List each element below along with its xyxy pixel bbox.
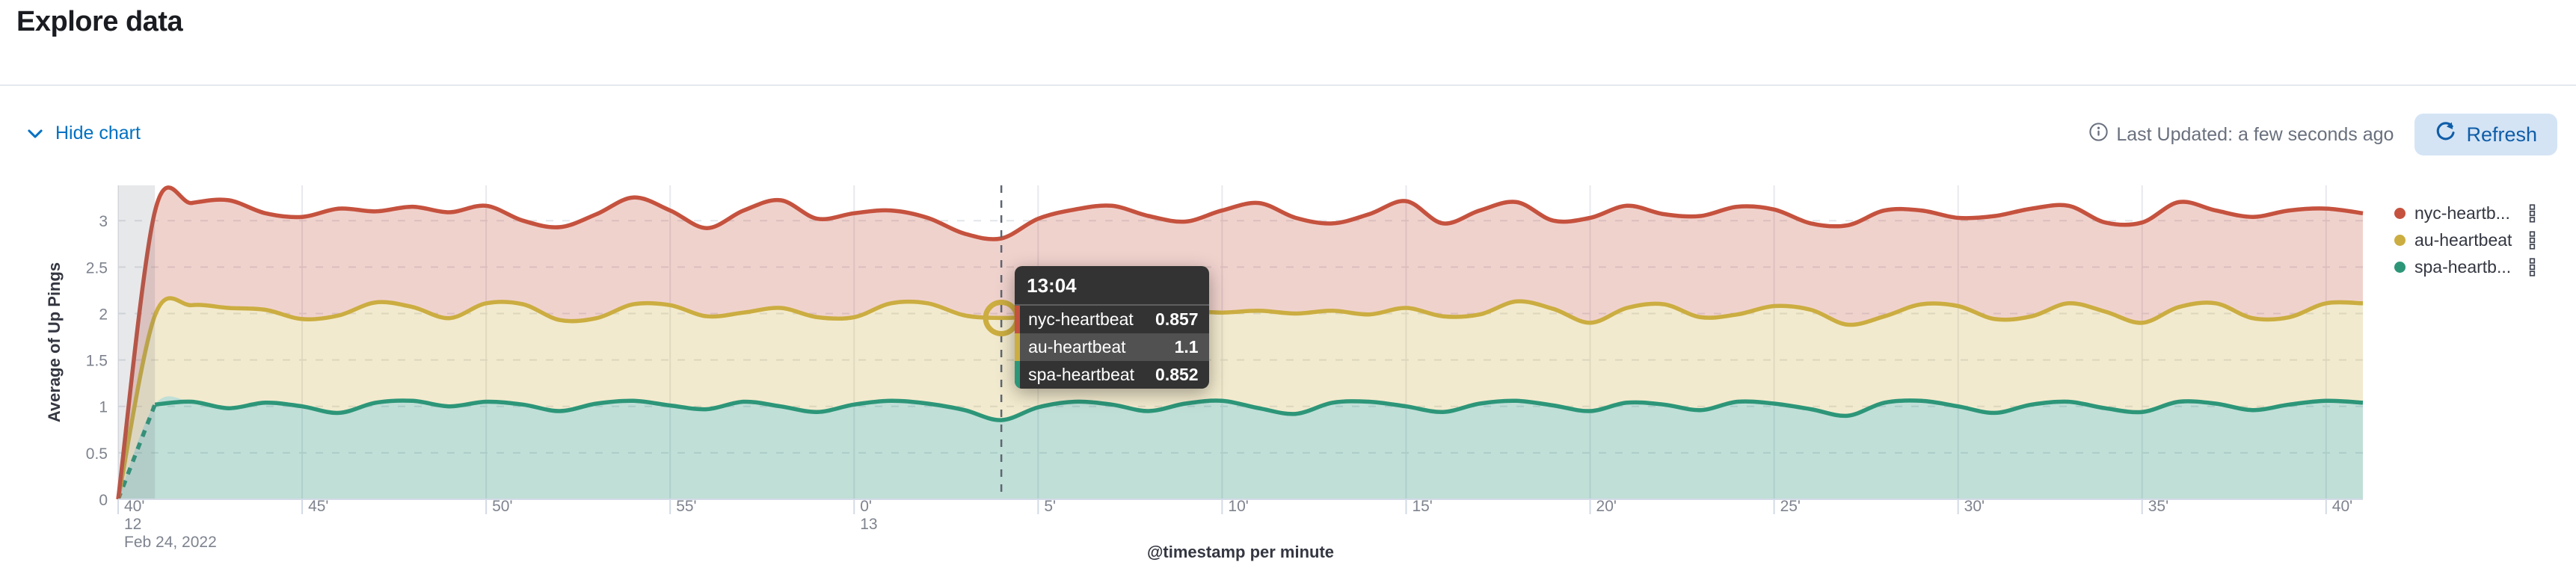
x-tick-label: 5' (1044, 498, 1056, 515)
legend-item-au-heartbeat[interactable]: au-heartbeat (2394, 230, 2538, 250)
refresh-button[interactable]: Refresh (2414, 114, 2557, 155)
line-au-heartbeat (116, 296, 2364, 500)
legend-item-spa-heartbeat[interactable]: spa-heartb... (2394, 257, 2538, 277)
last-updated-label: Last Updated: a few seconds ago (2116, 123, 2394, 145)
page-title: Explore data (16, 6, 183, 37)
x-tick-label: 55' (676, 498, 696, 515)
legend-actions-icon[interactable] (2527, 230, 2538, 250)
hide-chart-label: Hide chart (55, 123, 141, 144)
series-color-dot (2394, 262, 2406, 273)
line-nyc-heartbeat (116, 185, 2364, 500)
x-tick-sublabel: 13 (860, 516, 877, 533)
legend-label: au-heartbeat (2414, 230, 2512, 250)
x-tick-label: 30' (1964, 498, 1985, 515)
partial-bucket-band (118, 185, 156, 499)
y-tick-label: 2.5 (86, 259, 108, 277)
legend-item-nyc-heartbeat[interactable]: nyc-heartb... (2394, 203, 2538, 223)
series-color-dot (2394, 208, 2406, 219)
tooltip-row-spa-heartbeat: spa-heartbeat 0.852 (1015, 361, 1209, 389)
toolbar-right: Last Updated: a few seconds ago Refresh (2088, 114, 2557, 155)
y-tick-label: 1 (99, 399, 108, 416)
x-axis-title: @timestamp per minute (1147, 543, 1334, 561)
chevron-down-icon (25, 124, 45, 144)
chart-tooltip: 13:04 nyc-heartbeat 0.857 au-heartbeat 1… (1015, 266, 1209, 389)
x-tick-label: 45' (308, 498, 328, 515)
x-tick-label: 25' (1780, 498, 1801, 515)
refresh-icon (2435, 121, 2456, 148)
series-color-bar (1015, 333, 1021, 361)
legend-label: spa-heartb... (2414, 257, 2512, 277)
legend-actions-icon[interactable] (2527, 203, 2538, 223)
area-au-heartbeat (118, 297, 2363, 499)
line-spa-partial (116, 404, 157, 500)
tooltip-time: 13:04 (1015, 266, 1209, 306)
x-tick-label: 50' (492, 498, 512, 515)
y-tick-label: 0.5 (86, 445, 108, 463)
legend-actions-icon[interactable] (2527, 257, 2538, 277)
line-spa-heartbeat (154, 398, 2364, 422)
x-tick-label: 10' (1228, 498, 1248, 515)
y-tick-label: 1.5 (86, 353, 108, 370)
x-tick-label: 40' (124, 498, 144, 515)
y-tick-label: 0 (99, 492, 108, 509)
x-tick-sublabel: 12 (124, 516, 141, 533)
info-icon (2088, 122, 2109, 147)
x-tick-label: 20' (1596, 498, 1617, 515)
tooltip-row-au-heartbeat: au-heartbeat 1.1 (1015, 333, 1209, 361)
header-divider (0, 84, 2576, 86)
x-tick-label: 35' (2148, 498, 2168, 515)
x-tick-label: 15' (1412, 498, 1432, 515)
legend-label: nyc-heartb... (2414, 203, 2510, 223)
x-tick-sublabel: Feb 24, 2022 (124, 534, 217, 551)
tooltip-rows: nyc-heartbeat 0.857 au-heartbeat 1.1 spa… (1015, 306, 1209, 389)
series-color-bar (1015, 306, 1021, 333)
tooltip-row-nyc-heartbeat: nyc-heartbeat 0.857 (1015, 306, 1209, 333)
y-tick-label: 3 (99, 213, 108, 230)
y-tick-label: 2 (99, 306, 108, 323)
area-spa-heartbeat (118, 396, 2363, 499)
series-color-dot (2394, 235, 2406, 246)
hide-chart-toggle[interactable]: Hide chart (25, 123, 141, 144)
y-axis-title: Average of Up Pings (45, 262, 64, 422)
x-tick-label: 0' (860, 498, 872, 515)
area-nyc-heartbeat (118, 187, 2363, 499)
last-updated-status: Last Updated: a few seconds ago (2088, 122, 2394, 147)
series-color-bar (1015, 361, 1021, 389)
refresh-button-label: Refresh (2466, 123, 2537, 146)
chart-legend: nyc-heartb... au-heartbeat spa-heartb... (2394, 203, 2538, 277)
x-tick-label: 40' (2332, 498, 2352, 515)
